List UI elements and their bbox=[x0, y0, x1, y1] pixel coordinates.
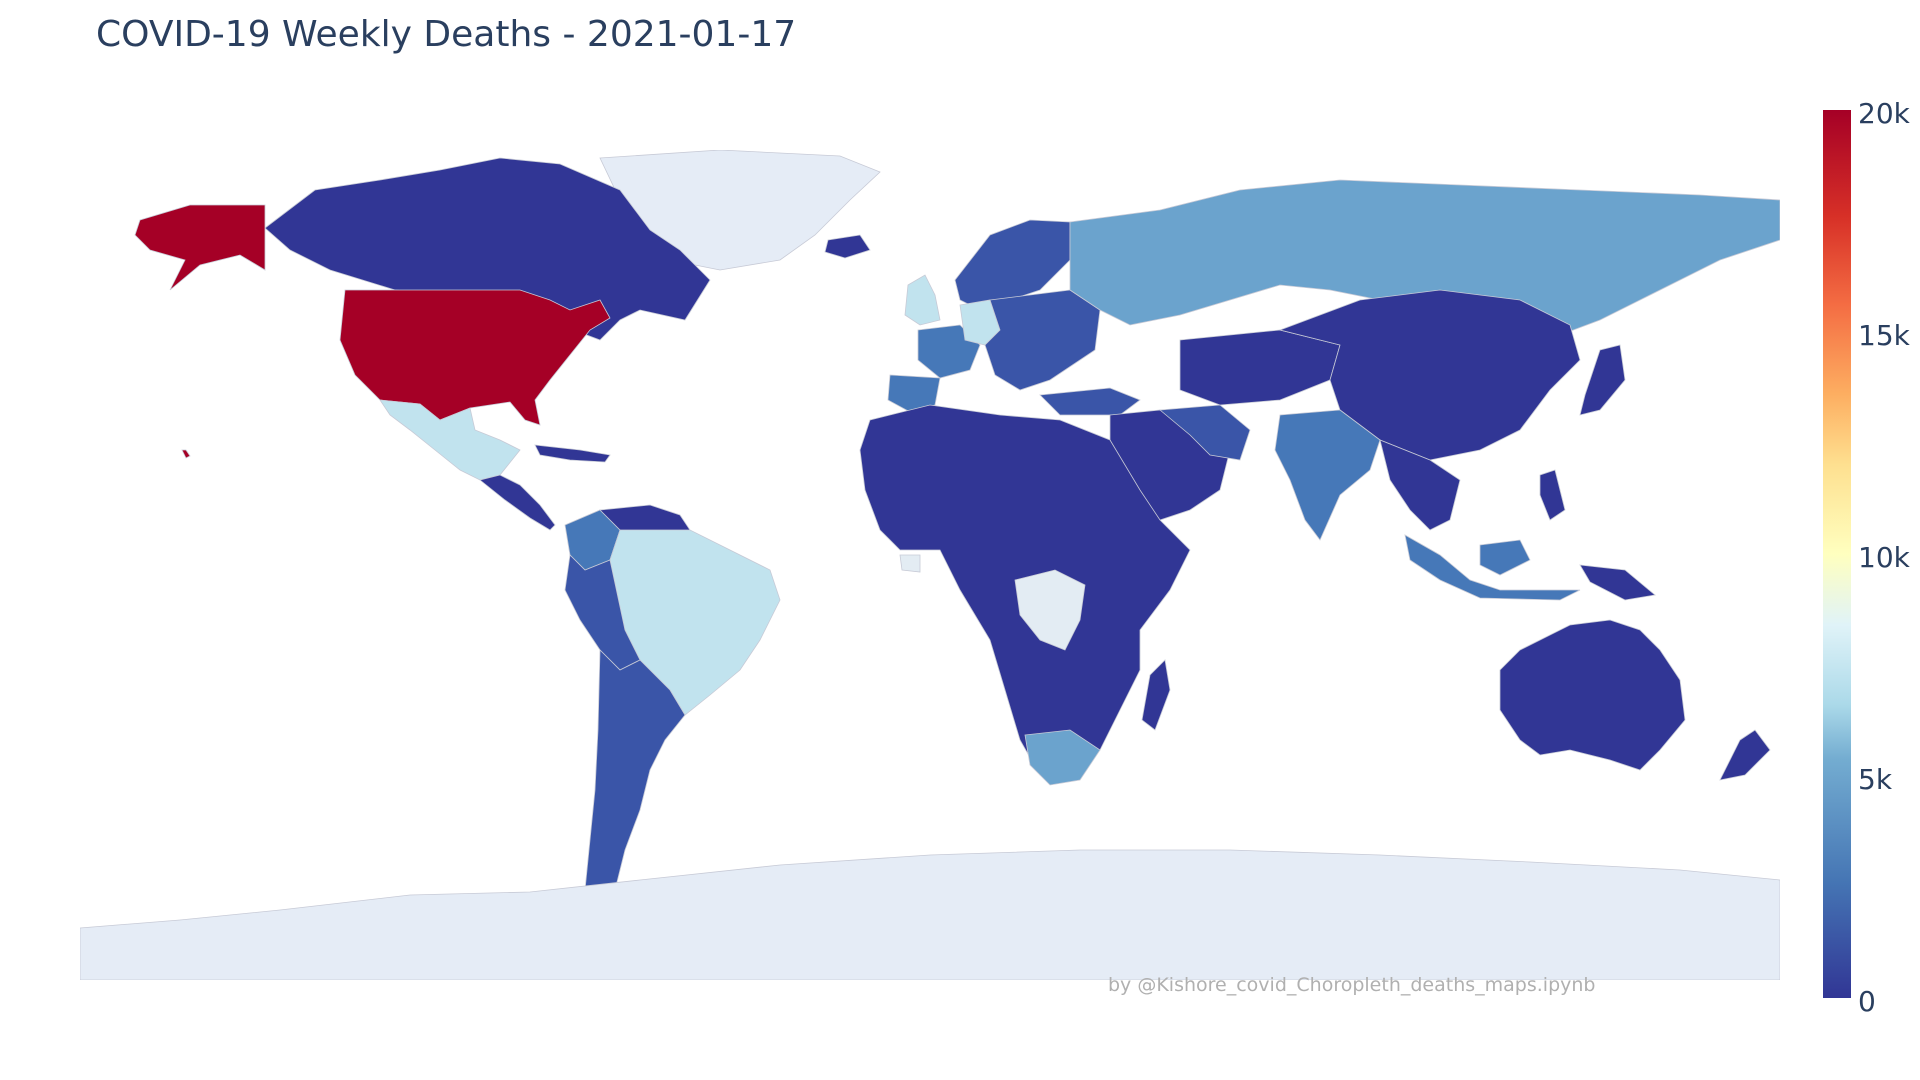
region-caribbean[interactable] bbox=[534, 444, 611, 463]
colorbar-tick-20k: 20k bbox=[1858, 97, 1910, 130]
colorbar-tick-5k: 5k bbox=[1858, 763, 1893, 796]
colorbar-tick-15k: 15k bbox=[1858, 319, 1910, 352]
colorbar bbox=[1823, 110, 1851, 998]
region-hawaii[interactable] bbox=[181, 449, 191, 459]
region-central-asia[interactable] bbox=[1179, 329, 1341, 406]
region-new-guinea[interactable] bbox=[1579, 564, 1656, 601]
credit-text: by @Kishore_covid_Choropleth_deaths_maps… bbox=[1108, 974, 1596, 996]
colorbar-tick-0: 0 bbox=[1858, 985, 1876, 1018]
region-borneo[interactable] bbox=[1479, 539, 1531, 576]
map-svg[interactable] bbox=[80, 150, 1780, 980]
region-japan[interactable] bbox=[1579, 344, 1626, 416]
colorbar-tick-10k: 10k bbox=[1858, 541, 1910, 574]
region-southeast-asia[interactable] bbox=[1379, 439, 1461, 531]
region-dr-congo[interactable] bbox=[1014, 569, 1086, 651]
region-south-africa[interactable] bbox=[1024, 729, 1101, 786]
region-mexico[interactable] bbox=[379, 399, 521, 481]
chart-title: COVID-19 Weekly Deaths - 2021-01-17 bbox=[96, 14, 797, 55]
region-iceland[interactable] bbox=[824, 234, 871, 259]
region-alaska[interactable] bbox=[134, 204, 266, 291]
region-antarctica[interactable] bbox=[80, 849, 1780, 980]
region-central-america[interactable] bbox=[479, 474, 556, 531]
world-map[interactable] bbox=[80, 150, 1780, 980]
region-australia[interactable] bbox=[1499, 619, 1686, 771]
region-new-zealand[interactable] bbox=[1719, 729, 1771, 781]
region-turkey[interactable] bbox=[1039, 387, 1141, 416]
region-argentina[interactable] bbox=[584, 649, 686, 911]
region-indonesia[interactable] bbox=[1404, 534, 1581, 601]
region-united-states[interactable] bbox=[339, 289, 611, 426]
region-united-kingdom[interactable] bbox=[904, 274, 941, 326]
region-west-africa-spot[interactable] bbox=[899, 554, 921, 573]
region-india[interactable] bbox=[1274, 409, 1381, 541]
region-china[interactable] bbox=[1278, 289, 1581, 461]
region-east-europe[interactable] bbox=[984, 289, 1101, 391]
region-madagascar[interactable] bbox=[1141, 659, 1171, 731]
region-philippines[interactable] bbox=[1539, 469, 1566, 521]
